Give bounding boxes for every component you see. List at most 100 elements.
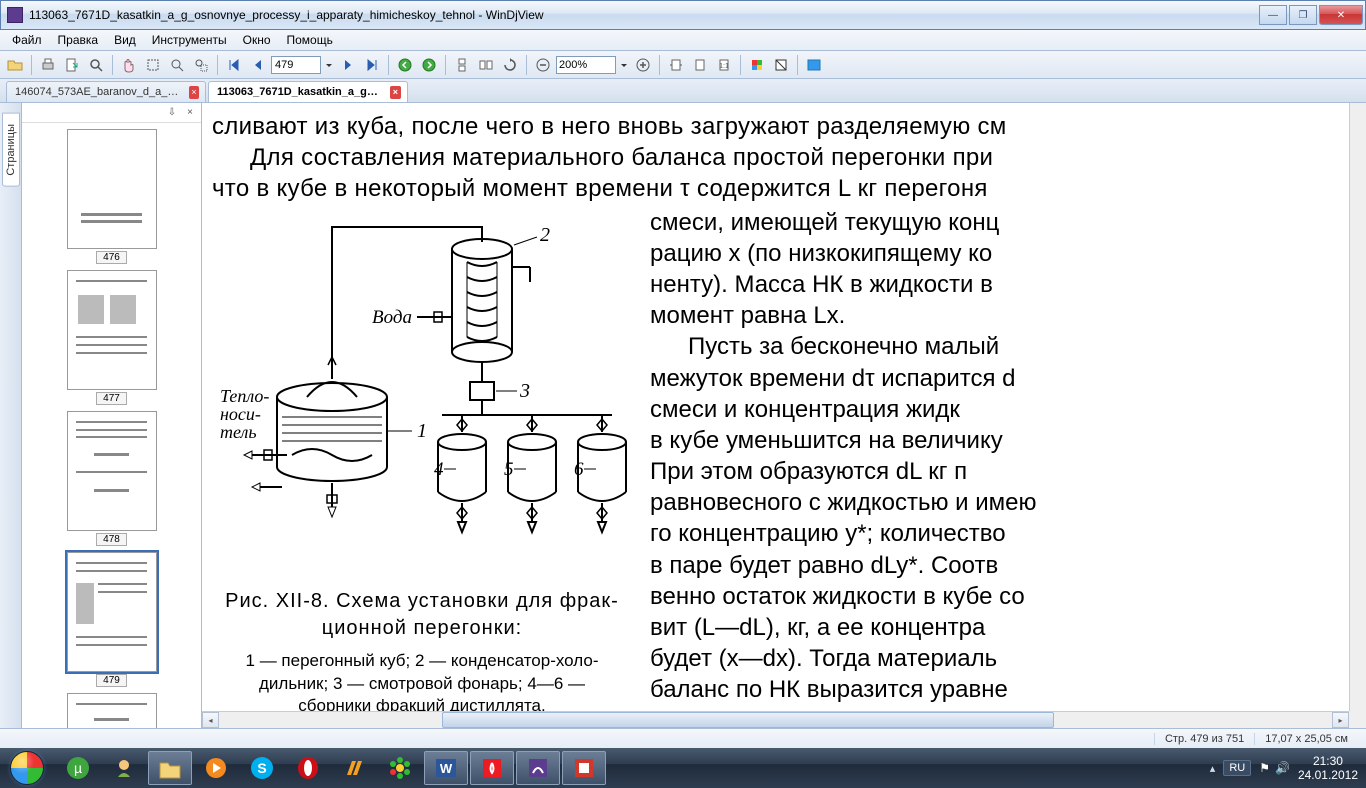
tab-close-icon[interactable]: × [390, 86, 401, 99]
fit-width-button[interactable] [665, 54, 687, 76]
tab-close-icon[interactable]: × [189, 86, 199, 99]
zoom-in-button[interactable] [632, 54, 654, 76]
page-number-input[interactable] [271, 56, 321, 74]
body-text: что в кубе в некоторый момент времени τ … [212, 175, 988, 202]
scroll-left-button[interactable]: ◂ [202, 712, 219, 728]
prev-page-button[interactable] [247, 54, 269, 76]
menu-bar: Файл Правка Вид Инструменты Окно Помощь [0, 30, 1366, 51]
svg-text:носи-: носи- [220, 404, 261, 424]
svg-text:Тепло-: Тепло- [220, 386, 269, 406]
tab-label: 146074_573AE_baranov_d_a_kutepov_a_... [15, 86, 183, 98]
window-close-button[interactable]: ✕ [1319, 5, 1363, 25]
task-explorer[interactable] [148, 751, 192, 785]
clock-date: 24.01.2012 [1298, 768, 1358, 782]
thumbnail-number: 478 [96, 533, 127, 546]
menu-edit[interactable]: Правка [50, 31, 107, 49]
document-viewport[interactable]: сливают из куба, после чего в него вновь… [202, 103, 1366, 728]
task-utorrent[interactable]: µ [56, 751, 100, 785]
tray-volume-icon[interactable]: 🔊 [1275, 761, 1290, 775]
vertical-scrollbar[interactable] [1349, 103, 1366, 711]
task-messenger[interactable] [102, 751, 146, 785]
actual-size-button[interactable]: 1:1 [713, 54, 735, 76]
page-dropdown-button[interactable] [323, 54, 335, 76]
menu-tools[interactable]: Инструменты [144, 31, 235, 49]
taskbar-clock[interactable]: 21:30 24.01.2012 [1298, 754, 1358, 783]
task-abbyy[interactable] [562, 751, 606, 785]
nav-back-button[interactable] [394, 54, 416, 76]
status-bar: Стр. 479 из 751 17,07 x 25,05 см [0, 728, 1366, 748]
bw-mode-button[interactable] [770, 54, 792, 76]
layout-continuous-button[interactable] [451, 54, 473, 76]
marquee-zoom-button[interactable] [190, 54, 212, 76]
doc-tab-2[interactable]: 113063_7671D_kasatkin_a_g_osno... × [208, 81, 408, 102]
magnify-tool-button[interactable] [166, 54, 188, 76]
menu-view[interactable]: Вид [106, 31, 144, 49]
fullscreen-button[interactable] [803, 54, 825, 76]
body-text-column: смеси, имеющей текущую конц рацию x (по … [650, 207, 1335, 711]
next-page-button[interactable] [337, 54, 359, 76]
doc-tab-1[interactable]: 146074_573AE_baranov_d_a_kutepov_a_... × [6, 81, 206, 102]
task-mediaplayer[interactable] [194, 751, 238, 785]
task-acrobat[interactable] [470, 751, 514, 785]
svg-text:1:1: 1:1 [719, 63, 729, 70]
window-maximize-button[interactable]: ❐ [1289, 5, 1317, 25]
figure-caption: Рис. XII-8. Схема установки для фрак- ци… [212, 588, 632, 642]
thumbnail-item[interactable]: 477 [67, 270, 157, 405]
print-button[interactable] [37, 54, 59, 76]
color-mode-button[interactable] [746, 54, 768, 76]
language-indicator[interactable]: RU [1223, 760, 1251, 776]
find-button[interactable] [85, 54, 107, 76]
scroll-right-button[interactable]: ▸ [1332, 712, 1349, 728]
menu-help[interactable]: Помощь [279, 31, 341, 49]
first-page-button[interactable] [223, 54, 245, 76]
layout-facing-button[interactable] [475, 54, 497, 76]
menu-window[interactable]: Окно [235, 31, 279, 49]
zoom-dropdown-button[interactable] [618, 54, 630, 76]
start-button[interactable] [0, 748, 54, 788]
nav-forward-button[interactable] [418, 54, 440, 76]
svg-text:3: 3 [519, 380, 530, 402]
thumbnail-number: 479 [96, 674, 127, 687]
thumbnail-item[interactable]: 479 [67, 552, 157, 687]
svg-text:W: W [440, 761, 453, 776]
thumb-close-button[interactable]: × [183, 106, 197, 120]
horizontal-scrollbar[interactable]: ◂ ▸ [202, 711, 1349, 728]
windows-orb-icon [10, 751, 44, 785]
export-button[interactable] [61, 54, 83, 76]
scroll-thumb[interactable] [442, 712, 1054, 728]
window-minimize-button[interactable]: — [1259, 5, 1287, 25]
svg-text:2: 2 [540, 224, 550, 246]
tray-network-icon[interactable]: ⚑ [1259, 761, 1270, 775]
fit-page-button[interactable] [689, 54, 711, 76]
open-button[interactable] [4, 54, 26, 76]
task-icq[interactable] [378, 751, 422, 785]
status-size: 17,07 x 25,05 см [1254, 733, 1358, 745]
select-tool-button[interactable] [142, 54, 164, 76]
last-page-button[interactable] [361, 54, 383, 76]
svg-text:тель: тель [220, 422, 257, 442]
tab-label: 113063_7671D_kasatkin_a_g_osno... [217, 86, 384, 98]
thumb-menu-button[interactable]: ⇩ [165, 106, 179, 120]
figure-diagram: 1 Тепло- носи- тель [212, 207, 632, 577]
rotate-button[interactable] [499, 54, 521, 76]
task-skype[interactable]: S [240, 751, 284, 785]
thumbnail-panel: ⇩ × 476 477 [22, 103, 202, 728]
thumbnail-item[interactable]: 478 [67, 411, 157, 546]
thumbnail-list[interactable]: 476 477 [22, 123, 201, 728]
tray-show-hidden-icon[interactable]: ▴ [1210, 762, 1216, 775]
task-windjview[interactable] [516, 751, 560, 785]
task-winamp[interactable] [332, 751, 376, 785]
thumbnail-item[interactable]: 480 [67, 693, 157, 728]
menu-file[interactable]: Файл [4, 31, 50, 49]
svg-text:5: 5 [504, 459, 514, 480]
task-word[interactable]: W [424, 751, 468, 785]
task-opera[interactable] [286, 751, 330, 785]
zoom-select[interactable] [556, 56, 616, 74]
zoom-out-button[interactable] [532, 54, 554, 76]
svg-text:Вода: Вода [372, 307, 412, 328]
hand-tool-button[interactable] [118, 54, 140, 76]
figure-legend: 1 — перегонный куб; 2 — конденсатор-холо… [212, 650, 632, 711]
sidebar-collapse-tab[interactable]: Страницы [0, 103, 22, 728]
thumbnail-item[interactable]: 476 [67, 129, 157, 264]
window-title: 113063_7671D_kasatkin_a_g_osnovnye_proce… [29, 8, 1257, 22]
